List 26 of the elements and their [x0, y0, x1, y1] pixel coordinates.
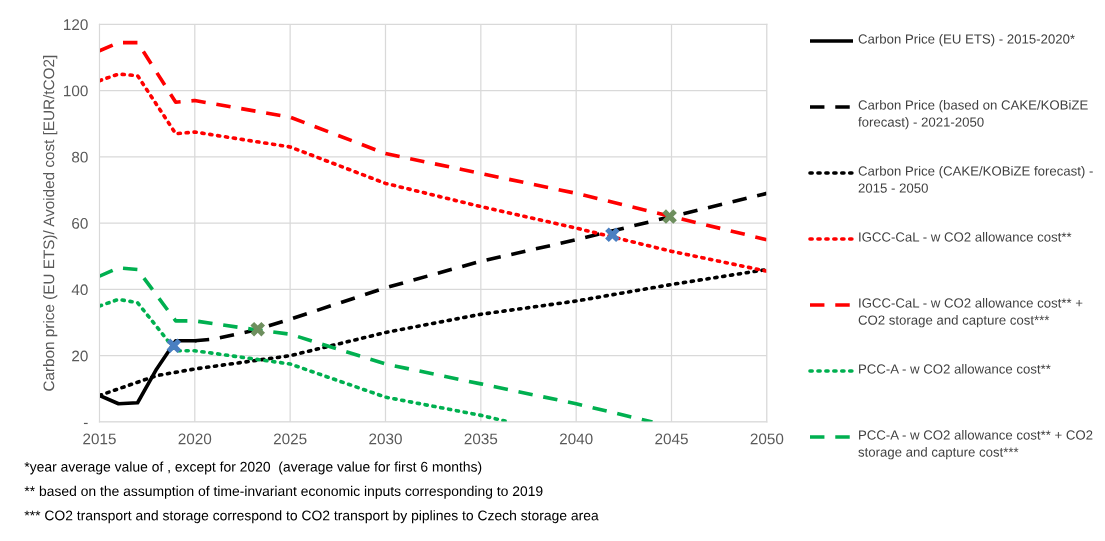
y-tick-label: -: [83, 422, 88, 425]
x-tick-label: 2035: [464, 433, 498, 445]
y-tick-label: 60: [72, 218, 88, 229]
y-tick-label: 120: [64, 19, 88, 31]
x-tick-label: 2020: [178, 433, 212, 445]
x-tick-label: 2025: [273, 433, 307, 445]
legend-label: PCC-A - w CO2 allowance cost** + CO2 storage and capture cost***: [858, 429, 1093, 460]
x-tick-label: 2015: [83, 433, 116, 445]
text: ** based on the assumption of time-invariant economic inputs corresponding to 2019: [24, 485, 543, 499]
legend-label: Carbon Price (CAKE/KOBiZE forecast) - 2015 - 2050: [858, 165, 1093, 193]
y-tick-label: 100: [64, 85, 88, 97]
legend-label: Carbon Price (based on CAKE/KOBiZE forecast) - 2021-2050: [858, 99, 1088, 130]
y-tick-label: 20: [72, 350, 88, 362]
x-tick-label: 2030: [369, 433, 402, 445]
legend-label: PCC-A - w CO2 allowance cost**: [859, 363, 1051, 374]
text: *** CO2 transport and storage correspond to CO2 transport by piplines to Czech storage area: [24, 510, 599, 524]
x-tick-label: 2045: [655, 433, 688, 445]
legend-label: IGCC-CaL - w CO2 allowance cost**: [859, 231, 1072, 242]
legend-label: IGCC-CaL - w CO2 allowance cost** + CO2 storage and capture cost***: [858, 297, 1083, 328]
x-tick-label: 2050: [750, 433, 784, 445]
y-tick-label: 40: [71, 284, 88, 296]
text: *year average value of , except for 2020 (average value for first 6 months): [24, 461, 482, 475]
x-tick-label: 2040: [559, 433, 593, 445]
y-tick-label: 80: [72, 151, 88, 163]
legend-label: Carbon Price (EU ETS) - 2015-2020*: [858, 33, 1075, 47]
y-axis-title: Carbon price (EU ETS)/ Avoided cost [EUR/tCO2]: [43, 55, 58, 391]
